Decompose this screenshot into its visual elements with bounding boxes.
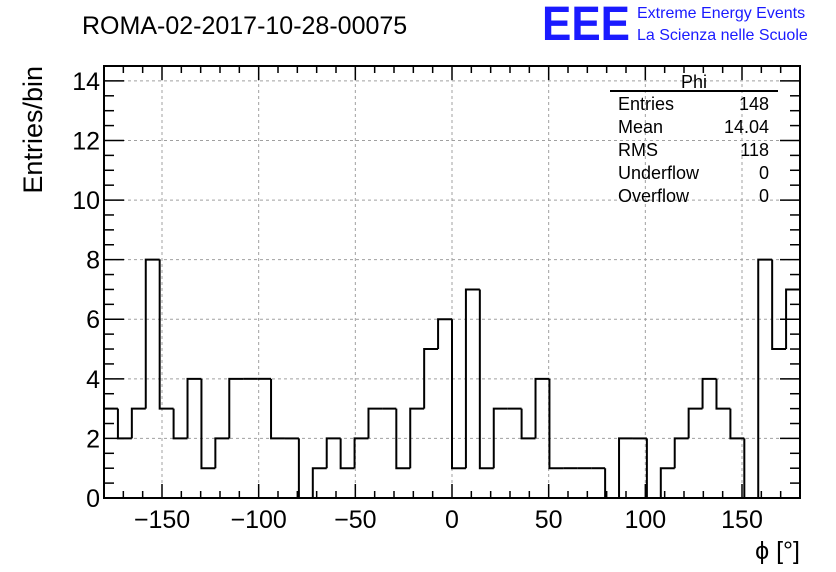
histogram-bin [325, 437, 341, 469]
y-tick-label: 14 [72, 68, 100, 96]
x-tick-label: −100 [231, 506, 287, 534]
histogram-bin [437, 318, 452, 350]
x-axis-label: ϕ [°] [755, 537, 800, 565]
histogram-bin [534, 377, 550, 439]
histogram-bin [729, 408, 745, 440]
histogram-bin [353, 437, 369, 469]
histogram-bin [520, 408, 536, 440]
y-tick-label: 8 [86, 247, 100, 275]
x-tick-label: 50 [535, 506, 563, 534]
histogram-bin [618, 437, 633, 498]
histogram-bin [715, 378, 731, 410]
stats-value-overflow: 0 [759, 186, 769, 206]
stats-title: Phi [681, 72, 707, 92]
x-tick-label: 100 [624, 506, 666, 534]
y-tick-label: 0 [86, 485, 100, 513]
histogram-bin [701, 377, 717, 409]
tick-labels: −150 −100 −50 0 50 100 150 0 2 4 6 8 10 12 14 [72, 68, 763, 534]
histogram-bin [186, 377, 202, 439]
histogram-bin [673, 437, 689, 469]
axis-ticks [104, 65, 800, 499]
x-tick-label: −150 [134, 506, 190, 534]
histogram-bin [367, 407, 383, 439]
stats-label-rms: RMS [618, 140, 658, 160]
eee-logo-line1: Extreme Energy Events [637, 5, 805, 22]
histogram-bin [311, 467, 327, 498]
stats-label-underflow: Underflow [618, 163, 700, 183]
histogram-bin [757, 258, 773, 498]
x-tick-label: 150 [721, 506, 763, 534]
run-title: ROMA-02-2017-10-28-00075 [82, 12, 407, 40]
stats-label-entries: Entries [618, 94, 674, 114]
histogram-bin [409, 407, 425, 469]
histogram-bin [548, 378, 564, 470]
histogram-bin [297, 438, 313, 499]
histogram-bin [687, 407, 703, 439]
histogram-bin [464, 288, 480, 469]
histogram-bin [339, 438, 355, 470]
histogram-bin [144, 258, 160, 409]
stats-value-mean: 14.04 [724, 117, 769, 137]
histogram-bin [492, 407, 508, 469]
histogram-bin [478, 289, 494, 470]
histogram-bin [771, 259, 787, 351]
eee-logo-mark: EEE [542, 0, 630, 51]
histogram-bin [116, 408, 132, 440]
histogram-bin [395, 408, 411, 470]
histogram-bin [200, 378, 216, 470]
y-tick-label: 12 [72, 127, 100, 155]
stats-box: Phi Entries 148 Mean 14.04 RMS 118 Under… [610, 72, 778, 206]
y-tick-label: 10 [72, 187, 100, 215]
histogram-bin [228, 377, 244, 439]
stats-label-overflow: Overflow [618, 186, 690, 206]
histogram-bin [659, 467, 675, 498]
y-axis-label: Entries/bin [18, 66, 48, 194]
y-tick-label: 4 [86, 366, 100, 394]
stats-value-rms: 118 [740, 140, 769, 160]
histogram-bin [172, 408, 188, 440]
x-tick-label: −50 [334, 506, 376, 534]
histogram-bin [214, 437, 230, 469]
histogram-bin [130, 407, 146, 439]
eee-logo: EEE Extreme Energy Events La Scienza nel… [542, 0, 808, 51]
histogram-bin [451, 319, 466, 470]
y-tick-label: 6 [86, 306, 100, 334]
stats-value-entries: 148 [739, 94, 769, 114]
histogram-bin [158, 259, 174, 410]
histogram-bin [743, 438, 759, 499]
histogram-bin [645, 438, 661, 499]
histogram-bin [423, 348, 439, 409]
stats-value-underflow: 0 [759, 163, 769, 183]
x-tick-label: 0 [445, 506, 459, 534]
stats-label-mean: Mean [618, 117, 663, 137]
y-tick-label: 2 [86, 425, 100, 453]
histogram-bin [270, 378, 285, 440]
eee-logo-line2: La Scienza nelle Scuole [637, 27, 808, 44]
